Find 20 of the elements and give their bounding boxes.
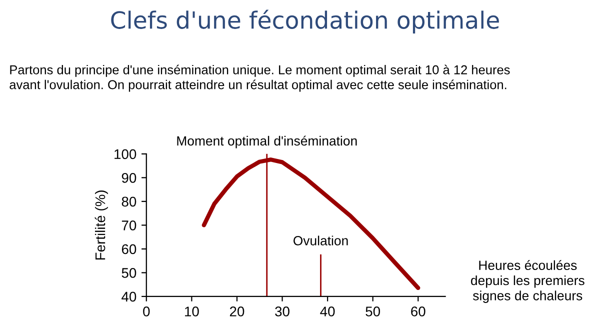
y-tick-label: 80	[122, 196, 136, 207]
y-axis-title: Fertilité (%)	[94, 190, 108, 260]
y-tick-label: 100	[114, 149, 136, 160]
x-tick-label: 40	[320, 306, 335, 316]
y-tick-label: 40	[122, 292, 136, 302]
y-tick-label: 60	[122, 244, 136, 254]
y-tick-label: 50	[122, 268, 136, 278]
chart-subtitle: Partons du principe d'une insémination unique. Le moment optimal serait 10 à 12 heures avant l'ovulation. On pourrait atteindre un résultat optimal avec cette seule insémination.	[10, 64, 510, 92]
x-tick-label: 20	[230, 306, 244, 316]
x-tick-label: 0	[143, 306, 150, 316]
x-tick-label: 50	[366, 306, 380, 316]
y-tick-label: 70	[122, 220, 136, 230]
y-tick-label: 90	[122, 172, 136, 183]
chart-title: Clefs d'une fécondation optimale	[111, 10, 499, 34]
x-tick-label: 60	[411, 306, 426, 316]
x-tick-label: 30	[275, 306, 290, 316]
ref-line-label: Moment optimal d'insémination	[177, 136, 357, 148]
x-axis-title: Heures écoulées depuis les premiers signes de chaleurs	[471, 260, 584, 303]
ref-line-label: Ovulation	[294, 236, 348, 246]
x-tick-label: 10	[185, 306, 199, 316]
